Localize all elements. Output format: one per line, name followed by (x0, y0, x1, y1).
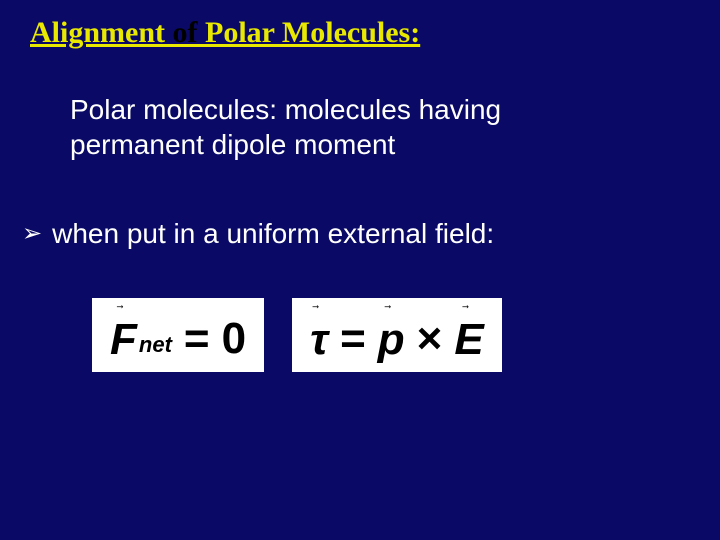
equations-row: ⃗ F net = 0 ⃗ τ = ⃗ p × ⃗ E (92, 298, 502, 372)
symbol-F: F (110, 318, 137, 362)
slide: Alignment of Polar Molecules: Polar mole… (0, 0, 720, 540)
title-post: Polar Molecules: (198, 16, 421, 49)
symbol-E: E (454, 318, 483, 362)
title-of: of (173, 16, 198, 49)
symbol-p: p (378, 318, 405, 362)
equation-torque: ⃗ τ = ⃗ p × ⃗ E (292, 298, 502, 372)
vector-E: ⃗ E (454, 308, 483, 362)
cross-op: × (417, 309, 443, 361)
vector-F: ⃗ F (110, 308, 137, 362)
equation-fnet: ⃗ F net = 0 (92, 298, 264, 372)
definition-text: Polar molecules: molecules having perman… (70, 92, 630, 162)
equals-op: = (340, 309, 366, 361)
vector-tau: ⃗ τ (310, 308, 328, 362)
slide-title: Alignment of Polar Molecules: (30, 16, 420, 50)
subscript-net: net (139, 332, 172, 358)
symbol-tau: τ (310, 318, 328, 362)
bullet-text: when put in a uniform external field: (52, 218, 494, 250)
equals-op: = (184, 309, 210, 361)
zero: 0 (222, 309, 246, 361)
bullet-item: ➢ when put in a uniform external field: (22, 218, 494, 250)
vector-p: ⃗ p (378, 308, 405, 362)
bullet-glyph: ➢ (22, 222, 42, 246)
title-pre: Alignment (30, 16, 173, 49)
